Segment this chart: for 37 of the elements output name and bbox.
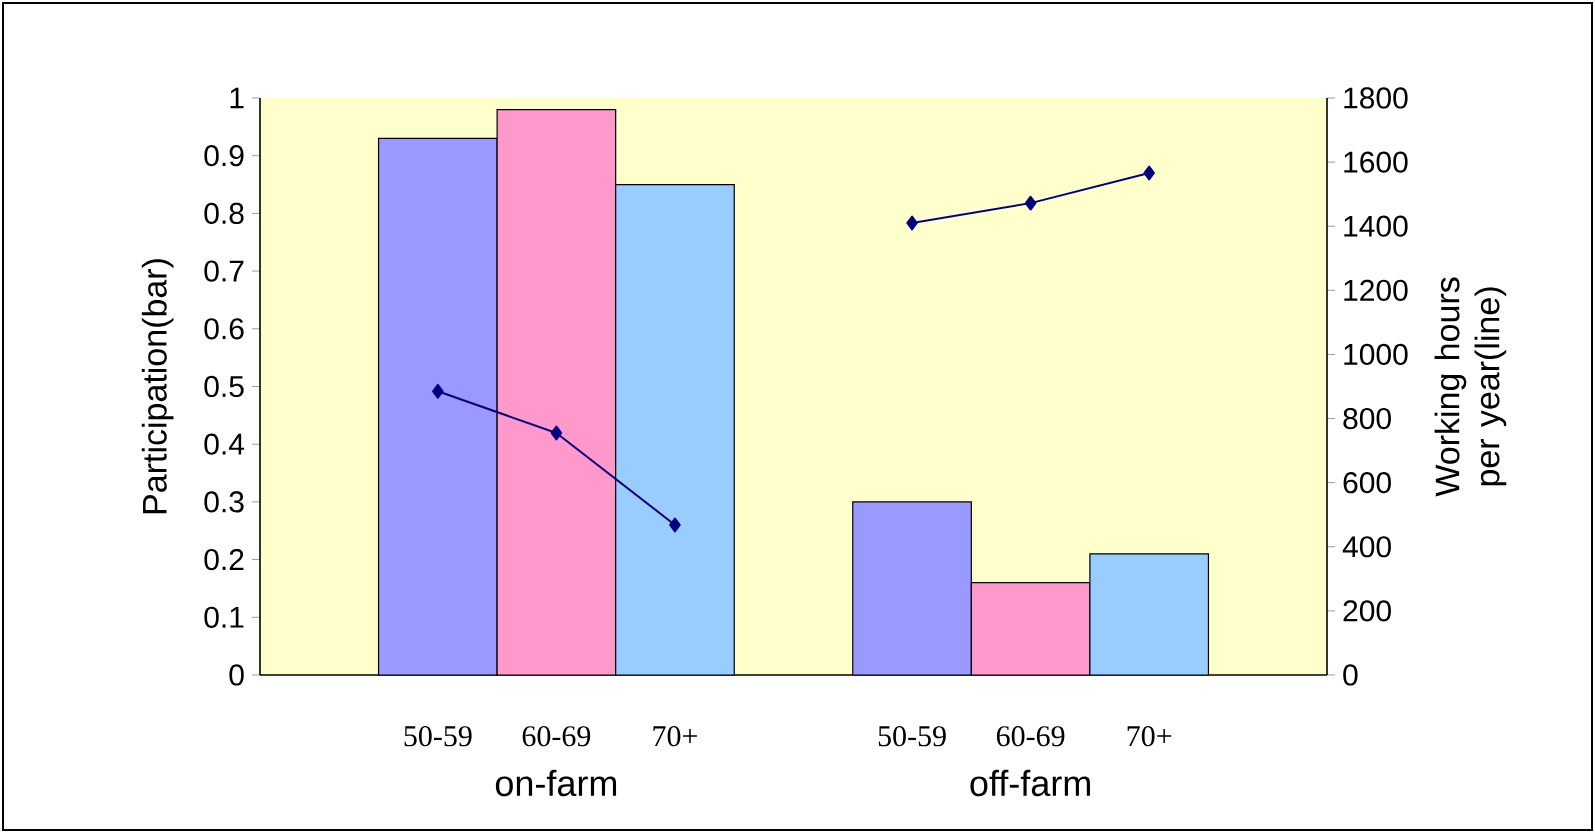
- y-tick-label: 0.1: [204, 606, 244, 628]
- y-tick-label: 0.4: [204, 433, 245, 455]
- y-axis-title: Participation(bar): [141, 259, 174, 514]
- y-tick-label: 0: [229, 664, 244, 686]
- point: [1024, 195, 1037, 211]
- y-tick-label: 0.7: [204, 260, 244, 282]
- y-tick-label: 0.2: [204, 548, 244, 571]
- x-tick-label: 60-69: [996, 726, 1065, 747]
- point: [669, 517, 681, 533]
- x-tick-label: 70+: [1127, 726, 1172, 747]
- text: off-farm: [970, 769, 1090, 797]
- y2-tick-label: 0: [1343, 664, 1358, 686]
- point: [906, 215, 918, 231]
- point: [550, 425, 563, 441]
- y-tick-label: 0.5: [204, 375, 244, 398]
- point: [1143, 165, 1155, 181]
- y2-tick-label: 1600: [1344, 151, 1408, 173]
- y2-tick-label: 400: [1342, 536, 1391, 558]
- y2-tick-label: 800: [1343, 407, 1391, 430]
- x-tick-label: 60-69: [522, 726, 591, 747]
- y-tick-label: 0.9: [204, 145, 244, 167]
- y-tick-label: 0.6: [204, 318, 244, 340]
- x-tick-label: 50-59: [878, 726, 946, 747]
- x-tick-label: 50-59: [404, 726, 472, 747]
- x-tick-label: 70+: [653, 726, 697, 747]
- y2-axis-title: Working hours per year(line): [1434, 277, 1507, 497]
- y2-tick-label: 1800: [1344, 87, 1408, 109]
- y-tick-label: 1: [230, 87, 244, 109]
- y2-tick-label: 200: [1343, 600, 1391, 622]
- point: [432, 383, 444, 399]
- y-tick-label: 0.3: [204, 491, 244, 513]
- y2-tick-label: 600: [1343, 472, 1391, 494]
- y2-tick-label: 1400: [1344, 215, 1408, 237]
- text: on-farm: [495, 769, 617, 797]
- y2-tick-label: 1200: [1344, 279, 1408, 301]
- y-tick-label: 0.8: [204, 202, 244, 224]
- y2-tick-label: 1000: [1344, 343, 1408, 366]
